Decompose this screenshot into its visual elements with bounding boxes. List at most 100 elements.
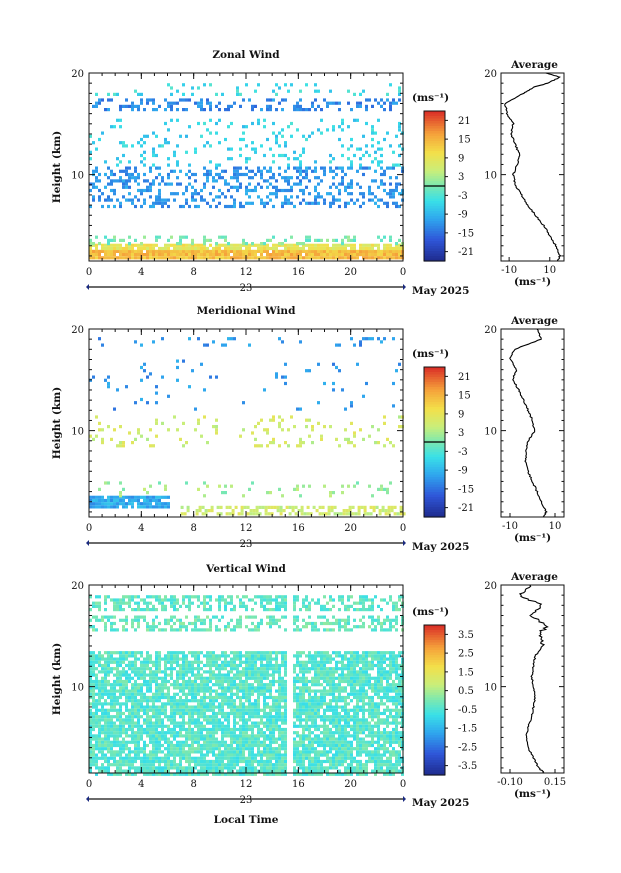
- heatmap-cell: [215, 172, 218, 177]
- heatmap-cell: [149, 715, 152, 719]
- heatmap-cell: [131, 676, 134, 680]
- heatmap-cell: [338, 686, 341, 690]
- heatmap-cell: [341, 121, 344, 126]
- heatmap-cell: [302, 663, 305, 668]
- heatmap-cell: [227, 663, 230, 668]
- heatmap-cell: [314, 740, 317, 744]
- heatmap-cell: [374, 663, 377, 668]
- heatmap-cell: [242, 759, 245, 764]
- heatmap-cell: [134, 256, 137, 260]
- heatmap-cell: [320, 667, 323, 671]
- heatmap-cell: [101, 676, 104, 680]
- heatmap-cell: [296, 705, 299, 709]
- heatmap-cell: [317, 89, 320, 93]
- heatmap-cell: [281, 657, 284, 661]
- heatmap-cell: [236, 686, 239, 690]
- heatmap-cell: [299, 699, 302, 703]
- heatmap-cell: [161, 721, 164, 725]
- heatmap-cell: [299, 708, 302, 712]
- heatmap-cell: [353, 692, 356, 696]
- heatmap-cell: [347, 166, 350, 170]
- heatmap-cell: [143, 711, 146, 716]
- heatmap-cell: [179, 676, 182, 680]
- heatmap-cell: [248, 759, 251, 764]
- heatmap-cell: [362, 437, 365, 441]
- heatmap-cell: [170, 108, 173, 112]
- heatmap-cell: [257, 676, 260, 680]
- heatmap-cell: [269, 734, 272, 738]
- heatmap-cell: [164, 253, 167, 257]
- heatmap-cell: [305, 425, 308, 429]
- heatmap-cell: [233, 753, 236, 757]
- heatmap-cell: [224, 699, 227, 703]
- heatmap-cell: [314, 708, 317, 712]
- heatmap-cell: [296, 699, 299, 703]
- heatmap-cell: [185, 253, 188, 257]
- heatmap-cell: [335, 689, 338, 693]
- heatmap-cell: [227, 689, 230, 693]
- heatmap-cell: [296, 166, 299, 170]
- heatmap-cell: [320, 243, 323, 247]
- heatmap-cell: [140, 434, 143, 438]
- heatmap-cell: [131, 692, 134, 696]
- heatmap-cell: [110, 727, 113, 732]
- heatmap-cell: [230, 679, 233, 684]
- heatmap-cell: [158, 195, 161, 199]
- heatmap-cell: [293, 695, 296, 700]
- heatmap-cell: [233, 249, 236, 253]
- heatmap-cell: [98, 495, 101, 499]
- heatmap-cell: [272, 418, 275, 422]
- heatmap-cell: [179, 708, 182, 712]
- heatmap-cell: [200, 246, 203, 251]
- heatmap-cell: [320, 737, 323, 741]
- heatmap-cell: [233, 667, 236, 671]
- heatmap-cell: [173, 724, 176, 728]
- heatmap-cell: [131, 715, 134, 719]
- heatmap-cell: [227, 759, 230, 764]
- heatmap-cell: [185, 740, 188, 744]
- heatmap-cell: [131, 727, 134, 732]
- heatmap-cell: [269, 651, 272, 655]
- heatmap-cell: [317, 654, 320, 658]
- heatmap-cell: [336, 512, 340, 516]
- heatmap-cell: [119, 708, 122, 712]
- heatmap-cell: [368, 724, 371, 728]
- heatmap-cell: [359, 92, 362, 96]
- heatmap-cell: [158, 740, 161, 744]
- heatmap-cell: [107, 92, 110, 96]
- heatmap-cell: [254, 185, 257, 189]
- heatmap-cell: [275, 702, 278, 706]
- heatmap-cell: [107, 98, 110, 102]
- heatmap-cell: [393, 505, 397, 509]
- heatmap-cell: [131, 176, 134, 180]
- heatmap-cell: [194, 718, 197, 722]
- heatmap-cell: [215, 246, 218, 251]
- heatmap-cell: [107, 759, 110, 764]
- heatmap-cell: [170, 249, 173, 253]
- heatmap-cell: [137, 692, 140, 696]
- heatmap-cell: [224, 169, 227, 173]
- heatmap-cell: [395, 253, 398, 257]
- heatmap-cell: [335, 246, 338, 251]
- heatmap-cell: [179, 98, 182, 102]
- heatmap-cell: [269, 108, 272, 112]
- x-tick-label: 16: [292, 523, 305, 534]
- heatmap-cell: [251, 676, 254, 680]
- heatmap-cell: [371, 337, 374, 341]
- heatmap-cell: [302, 198, 305, 202]
- heatmap-cell: [233, 253, 236, 257]
- heatmap-cell: [140, 153, 143, 158]
- heatmap-cell: [266, 750, 269, 754]
- heatmap-cell: [224, 657, 227, 661]
- heatmap-cell: [378, 512, 382, 516]
- heatmap-cell: [239, 715, 242, 719]
- heatmap-cell: [227, 718, 230, 722]
- heatmap-cell: [158, 718, 161, 722]
- heatmap-cell: [332, 734, 335, 738]
- heatmap-cell: [365, 670, 368, 674]
- heatmap-cell: [308, 108, 311, 112]
- heatmap-cell: [356, 670, 359, 674]
- heatmap-cell: [146, 705, 149, 709]
- heatmap-cell: [164, 756, 167, 760]
- heatmap-cell: [164, 692, 167, 696]
